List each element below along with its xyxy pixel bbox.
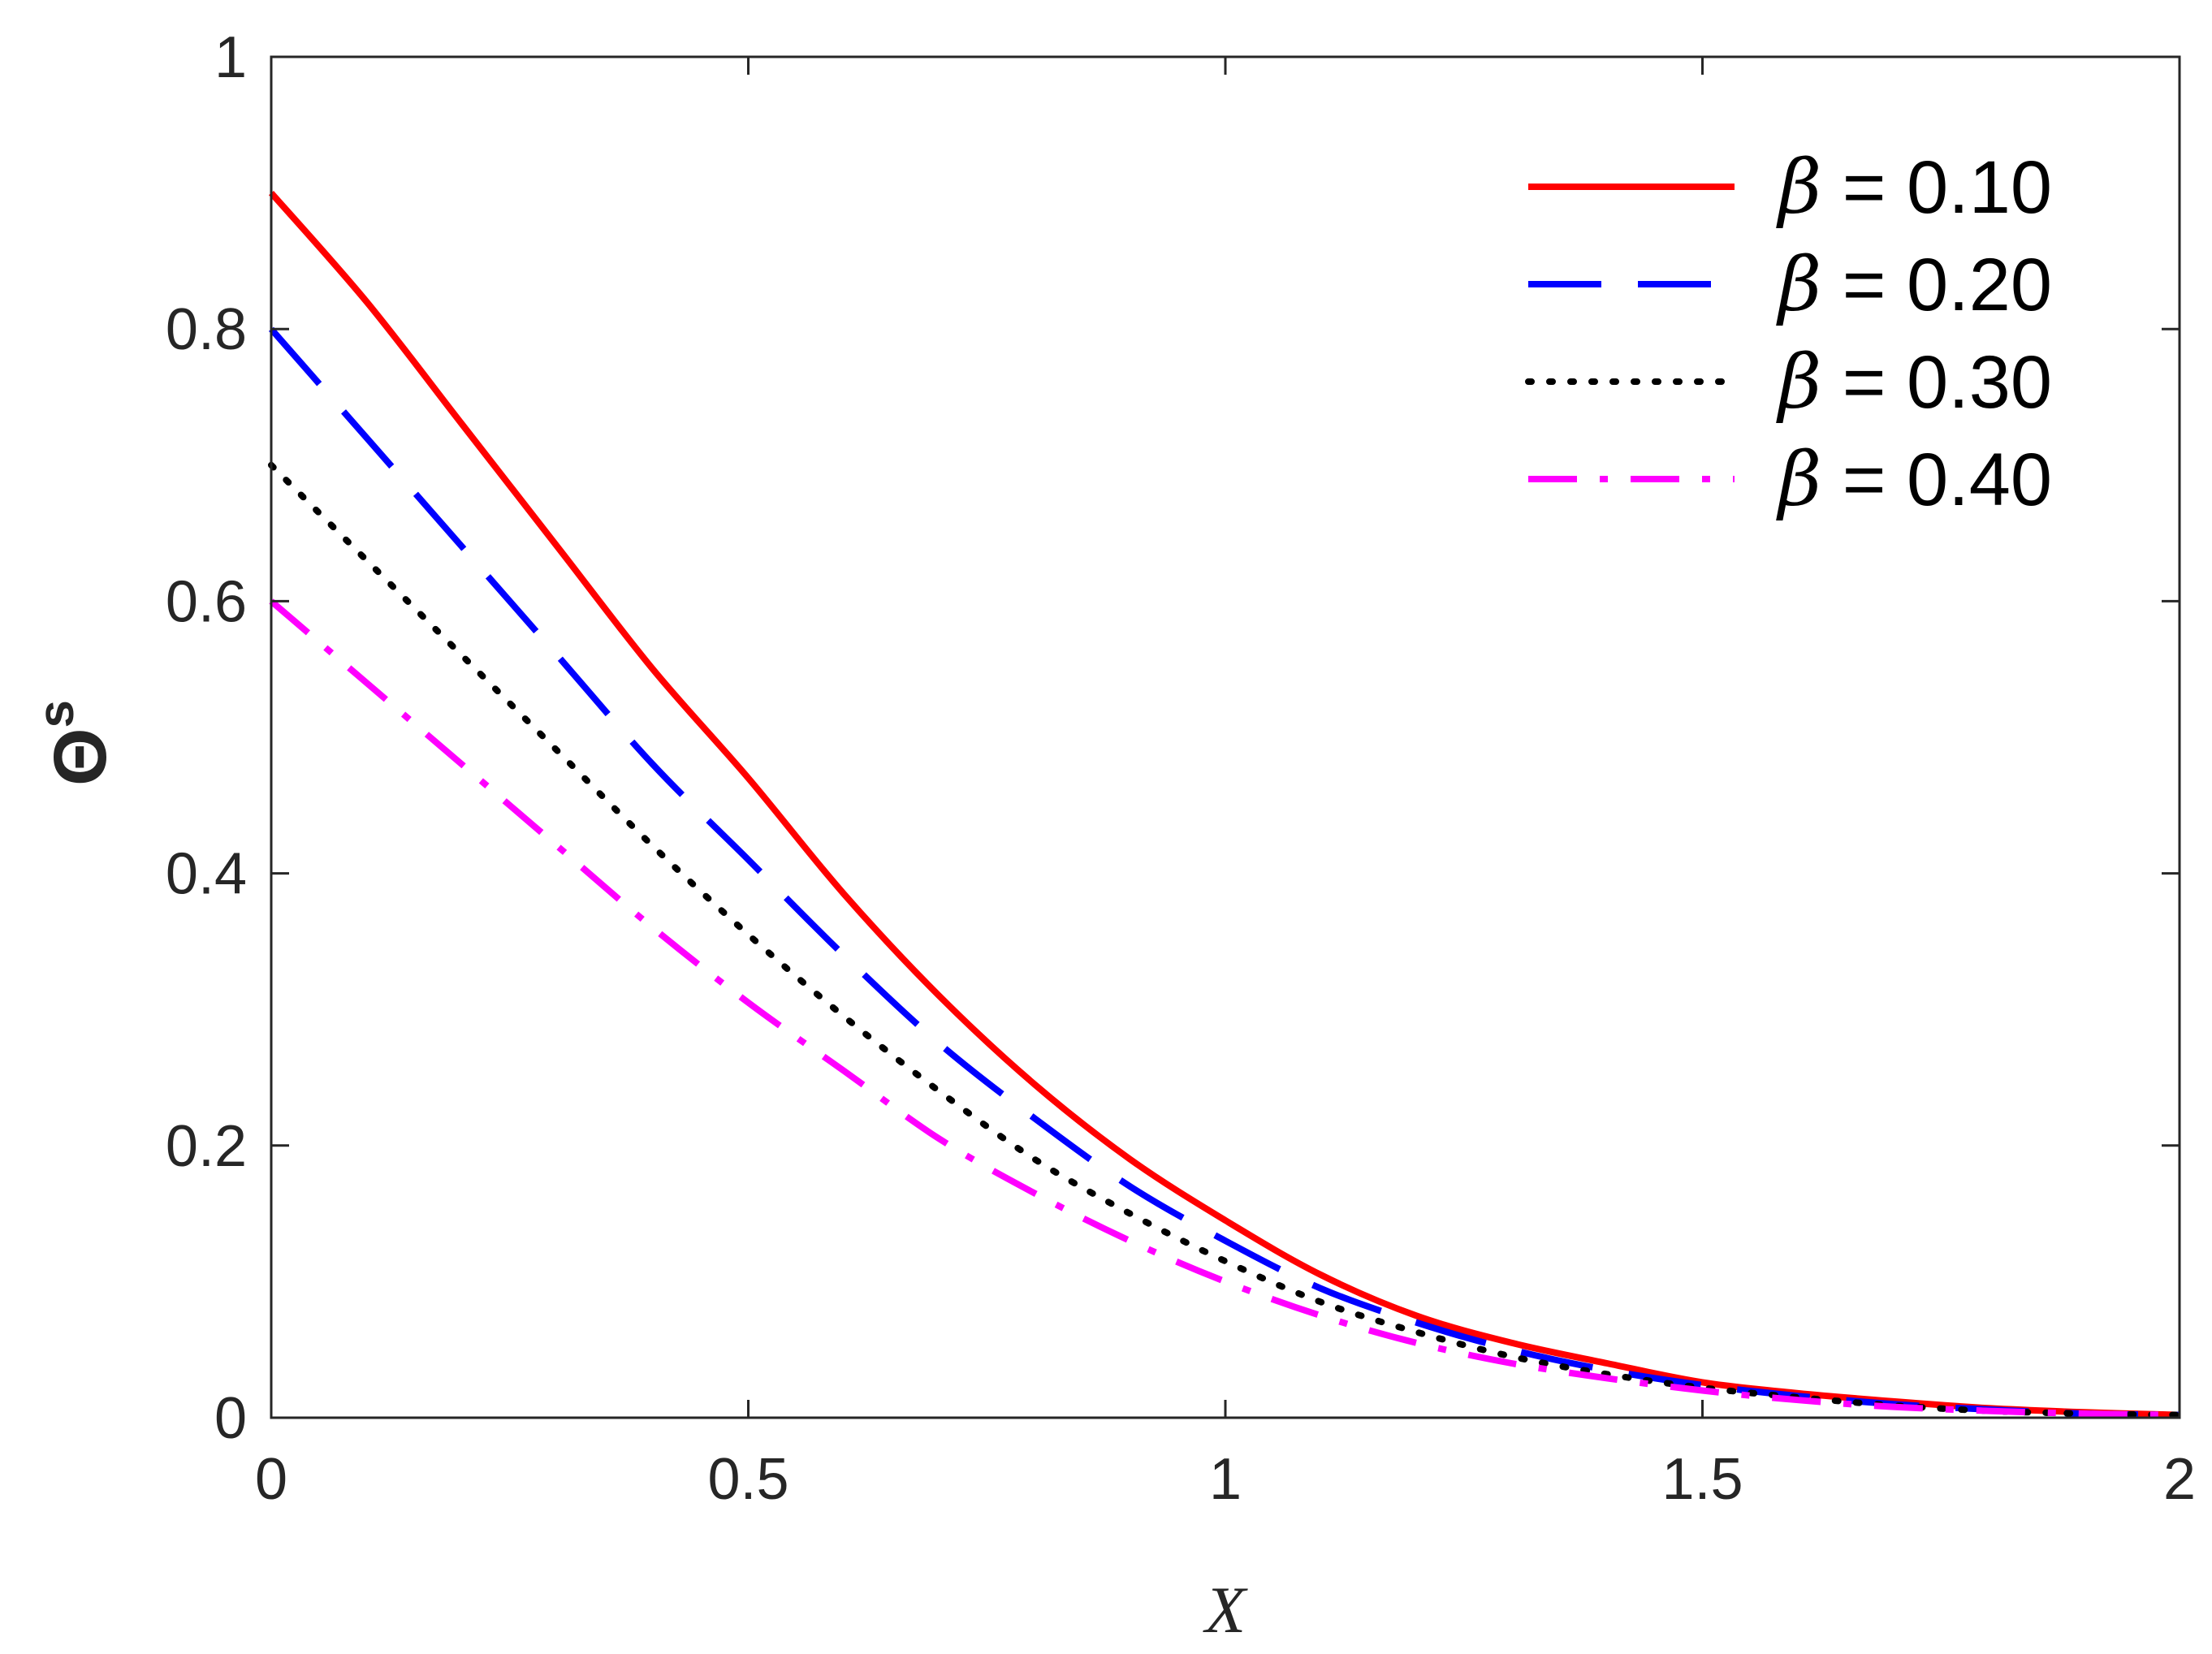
y-tick-label: 0.2 <box>166 1114 247 1179</box>
x-tick-label: 1.5 <box>1661 1447 1743 1512</box>
legend: β = 0.10β = 0.20β = 0.30β = 0.40 <box>1525 144 2052 523</box>
legend-label: β = 0.30 <box>1776 339 2052 425</box>
y-axis-label-superscript: s <box>28 700 84 728</box>
y-axis-label-symbol: Θs <box>28 700 122 786</box>
y-tick-label: 0.6 <box>166 569 247 634</box>
legend-value: = 0.10 <box>1821 146 2052 229</box>
plot-area <box>271 57 2180 1418</box>
legend-label: β = 0.20 <box>1776 241 2052 328</box>
y-tick-label: 0 <box>214 1386 247 1451</box>
y-tick-label: 0.4 <box>166 842 247 907</box>
x-tick-label: 0.5 <box>707 1447 788 1512</box>
legend-symbol: β <box>1776 241 1821 328</box>
legend-item-1: β = 0.10 <box>1528 144 2052 231</box>
legend-value: = 0.40 <box>1821 438 2052 521</box>
series-layer <box>268 190 2183 1419</box>
legend-item-3: β = 0.30 <box>1525 339 2052 425</box>
plot-background <box>271 57 2180 1418</box>
series-line-1 <box>268 190 2180 1419</box>
legend-label: β = 0.10 <box>1776 144 2052 231</box>
y-axis-label-theta: Θ <box>39 728 122 786</box>
ticks-layer: 0 0.5 1 1.5 2 0 0.2 0.4 0.6 0.8 1 <box>166 25 2196 1512</box>
legend-value: = 0.30 <box>1821 341 2052 424</box>
x-tick-label: 2 <box>2163 1447 2196 1512</box>
legend-item-2: β = 0.20 <box>1528 241 2052 328</box>
legend-symbol: β <box>1776 436 1821 523</box>
x-tick-label: 0 <box>255 1447 287 1512</box>
legend-symbol: β <box>1776 339 1821 425</box>
legend-value: = 0.20 <box>1821 244 2052 326</box>
x-tick-label: 1 <box>1209 1447 1242 1512</box>
legend-symbol: β <box>1776 144 1821 231</box>
legend-label: β = 0.40 <box>1776 436 2052 523</box>
series-line-4 <box>269 598 2180 1419</box>
y-axis-label: Θs <box>28 700 122 786</box>
y-tick-label: 1 <box>214 25 247 90</box>
legend-item-4: β = 0.40 <box>1528 436 2052 523</box>
y-tick-label: 0.8 <box>166 297 247 362</box>
series-line-2 <box>268 326 2180 1419</box>
x-axis-label: X <box>1203 1573 1248 1647</box>
series-line-3 <box>268 461 2183 1419</box>
